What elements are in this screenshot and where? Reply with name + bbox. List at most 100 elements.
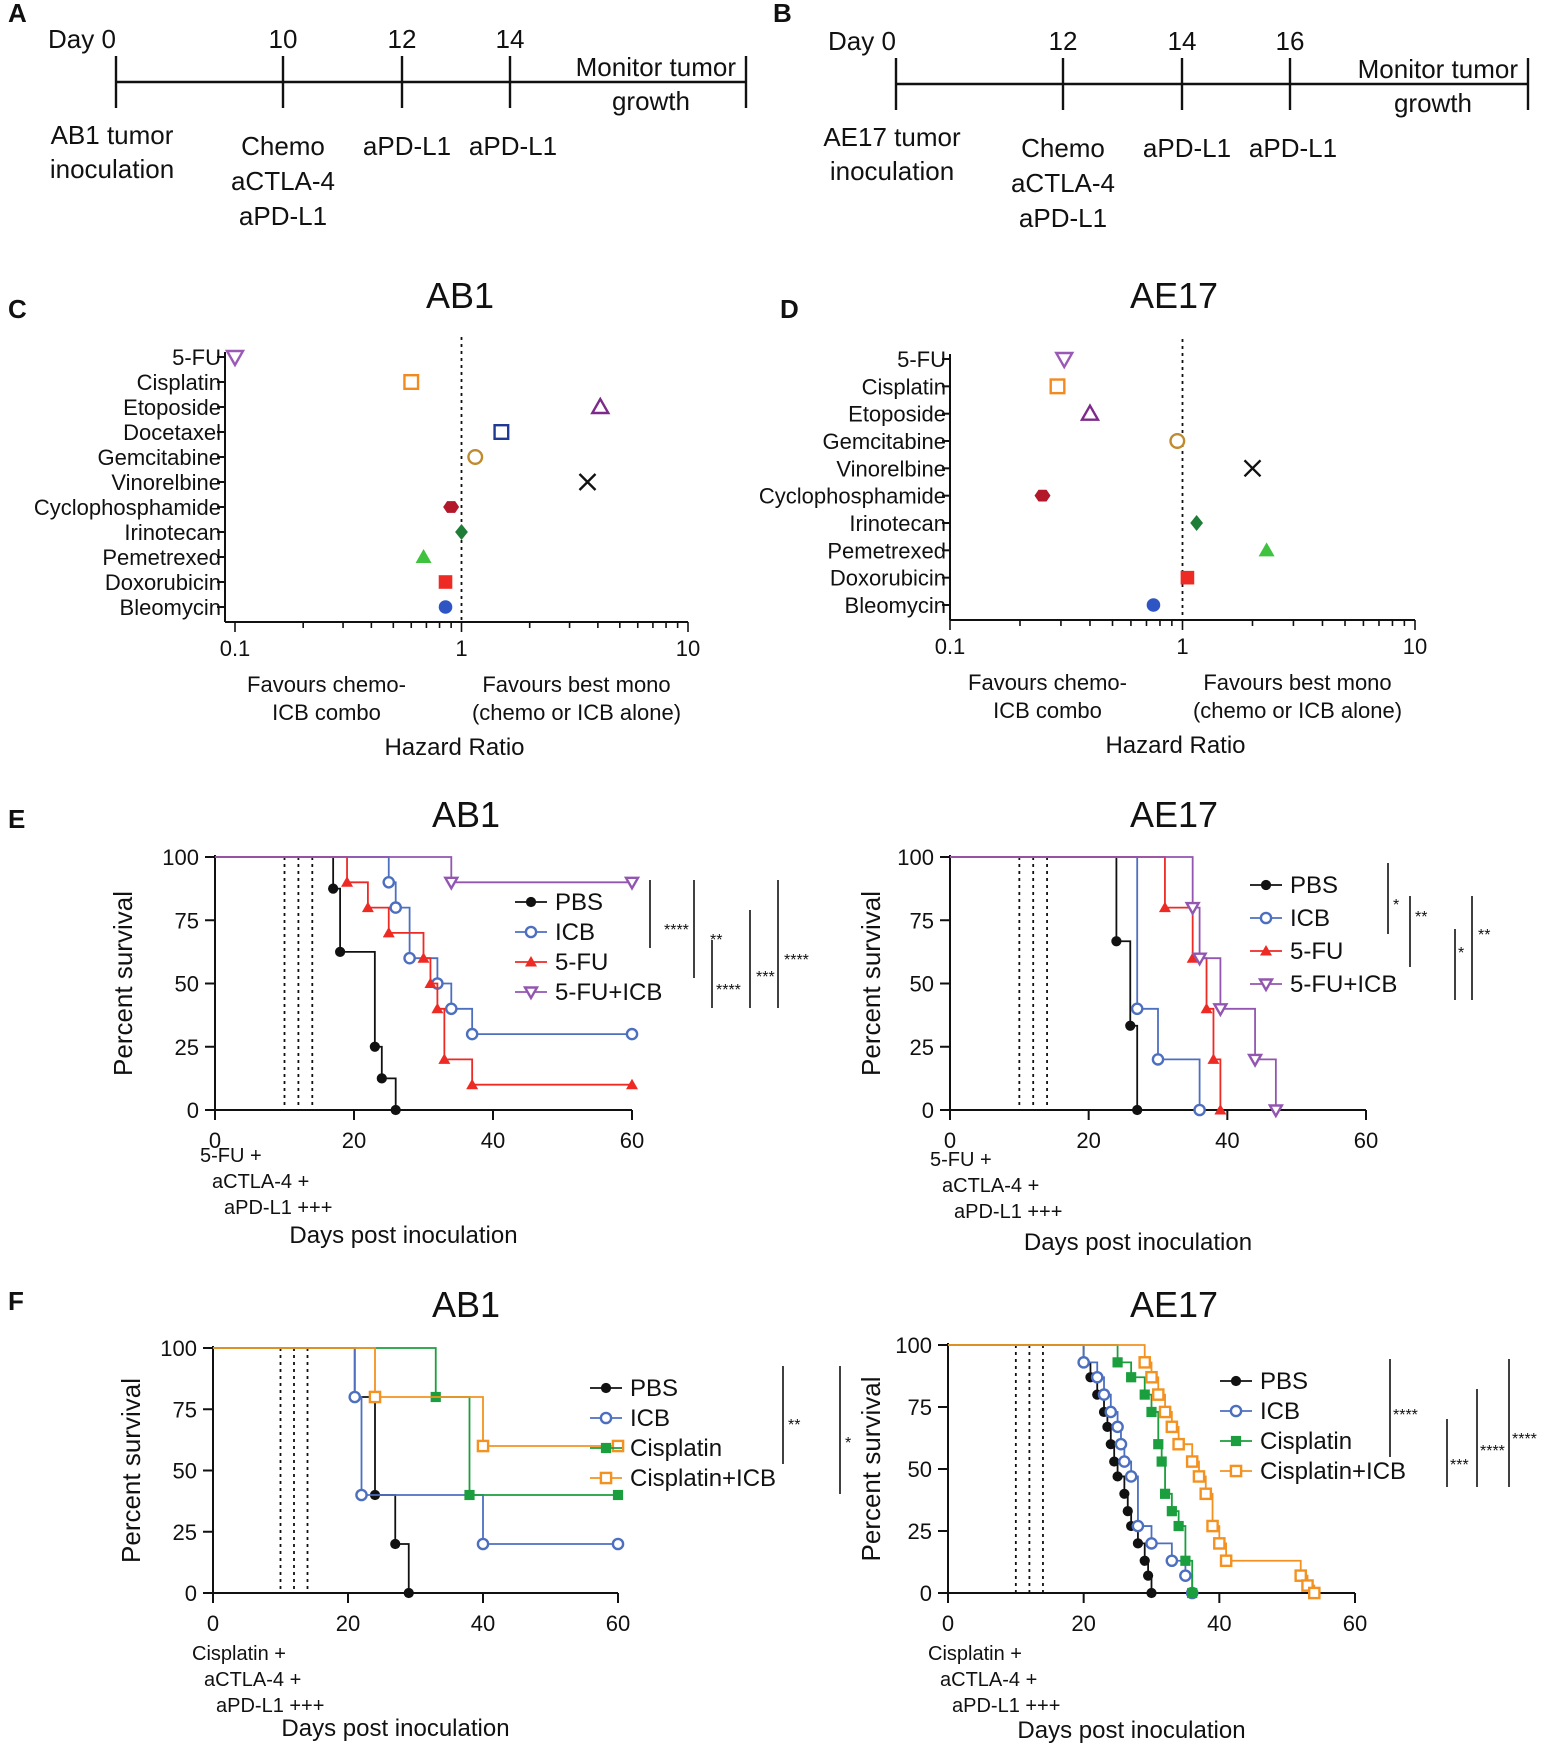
legend-label: Cisplatin [630, 1435, 722, 1462]
survival-point [1156, 1456, 1167, 1467]
survival-point [417, 952, 430, 963]
x-tick-label: 0 [944, 1128, 956, 1153]
category-label: Etoposide [848, 402, 946, 427]
significance-label: ** [1415, 909, 1427, 926]
left-note: ICB combo [272, 700, 381, 725]
survival-point [1139, 1389, 1150, 1400]
legend-label: 5-FU [555, 949, 608, 976]
legend-label: ICB [1260, 1398, 1300, 1425]
category-label: Cisplatin [862, 374, 946, 399]
survival-point [1199, 1487, 1213, 1501]
treatment-note: aCTLA-4 + [204, 1669, 301, 1691]
x-tick-label: 40 [471, 1611, 495, 1636]
hazard-ratio-point [493, 424, 510, 441]
x-tick-label: 40 [1207, 1611, 1231, 1636]
x-tick-label: 10 [676, 636, 700, 661]
hazard-ratio-point [443, 501, 460, 513]
category-label: Vinorelbine [111, 470, 221, 495]
y-tick-label: 75 [910, 908, 934, 933]
treatment-note: aPD-L1 +++ [954, 1201, 1062, 1223]
treatment-note: aPD-L1 +++ [224, 1197, 332, 1219]
y-tick-label: 100 [160, 1336, 197, 1361]
x-tick-label: 1 [1176, 634, 1188, 659]
survival-point [1267, 1104, 1284, 1119]
x-tick-label: 10 [1403, 634, 1427, 659]
series-5-FU [215, 856, 638, 1090]
survival-point [1126, 1372, 1137, 1383]
y-tick-label: 75 [175, 908, 199, 933]
treatment-label: aPD-L1 [1249, 133, 1337, 163]
treatment-label: aPD-L1 [1143, 133, 1231, 163]
series-ICB [213, 1347, 625, 1551]
timeline-panel-A: A Day 0 10 12 14 Monitor tumor growth AB1 tumor… [8, 0, 748, 231]
chart-title: AE17 [1130, 794, 1218, 835]
chart-title: AE17 [1130, 275, 1218, 316]
category-label: Pemetrexed [102, 545, 221, 570]
y-axis-label: Percent survival [856, 1377, 886, 1562]
category-label: Bleomycin [120, 595, 221, 620]
x-tick-label: 60 [620, 1128, 644, 1153]
category-label: Pemetrexed [827, 538, 946, 563]
survival-point [1090, 1370, 1104, 1384]
hazard-ratio-chart-C: C AB1 0.1 1 10 5-FUCisplatinEtoposideDocetaxe… [8, 275, 700, 761]
x-axis-label: Hazard Ratio [384, 734, 524, 761]
survival-point [1145, 1537, 1158, 1550]
series-ICB [948, 1344, 1199, 1600]
hazard-ratio-point [438, 600, 453, 614]
survival-point [1112, 1471, 1123, 1482]
monitor-label: growth [1394, 88, 1472, 118]
survival-point [1153, 1439, 1164, 1450]
y-tick-label: 0 [185, 1581, 197, 1606]
x-tick-label: 60 [1343, 1611, 1367, 1636]
series-PBS [213, 1347, 414, 1599]
significance-label: ** [788, 1417, 800, 1434]
y-tick-label: 25 [910, 1035, 934, 1060]
hazard-ratio-point [1079, 403, 1101, 421]
legend-marker [600, 1382, 612, 1394]
survival-point [444, 1002, 458, 1016]
timeline-day-label: Day 0 [828, 26, 896, 56]
right-note: (chemo or ICB alone) [1193, 698, 1402, 723]
inoculation-label: inoculation [830, 156, 954, 186]
significance-brackets: *************** [1389, 1359, 1537, 1487]
category-label: Irinotecan [124, 520, 221, 545]
significance-label: * [845, 1435, 851, 1452]
survival-step-line [213, 1347, 618, 1545]
left-note: Favours chemo- [247, 672, 406, 697]
x-tick-label: 20 [336, 1611, 360, 1636]
legend-marker [522, 986, 540, 1001]
survival-point [1187, 1587, 1198, 1599]
legend-marker [599, 1411, 613, 1425]
survival-point [1151, 1388, 1165, 1401]
hazard-ratio-point [578, 473, 597, 491]
category-label: 5-FU [897, 347, 946, 372]
x-axis-label: Days post inoculation [1024, 1229, 1252, 1256]
survival-point [1172, 1437, 1185, 1451]
censor-mark [612, 1489, 624, 1501]
survival-point [1193, 1103, 1206, 1117]
survival-point [1219, 1554, 1233, 1568]
survival-point [328, 883, 339, 894]
survival-point [1159, 1488, 1171, 1499]
survival-point [1104, 1405, 1118, 1419]
y-tick-label: 0 [920, 1581, 932, 1606]
x-tick-label: 40 [481, 1128, 505, 1153]
survival-point [1132, 1104, 1143, 1116]
survival-point [1130, 1002, 1144, 1016]
significance-label: ** [1478, 927, 1490, 944]
survival-point [376, 1073, 387, 1084]
timeline-day-label: Day 0 [48, 24, 116, 54]
survival-point [1246, 1053, 1264, 1068]
legend-label: PBS [1260, 1368, 1308, 1395]
left-note: Favours chemo- [968, 670, 1127, 695]
x-tick-label: 60 [1354, 1128, 1378, 1153]
survival-point [424, 977, 437, 988]
x-tick-label: 20 [1076, 1128, 1100, 1153]
x-stroke [578, 473, 597, 491]
survival-step-line [950, 856, 1222, 1110]
hazard-ratio-point [224, 349, 246, 368]
timeline-day-label: 14 [496, 24, 525, 54]
survival-point [443, 876, 460, 891]
